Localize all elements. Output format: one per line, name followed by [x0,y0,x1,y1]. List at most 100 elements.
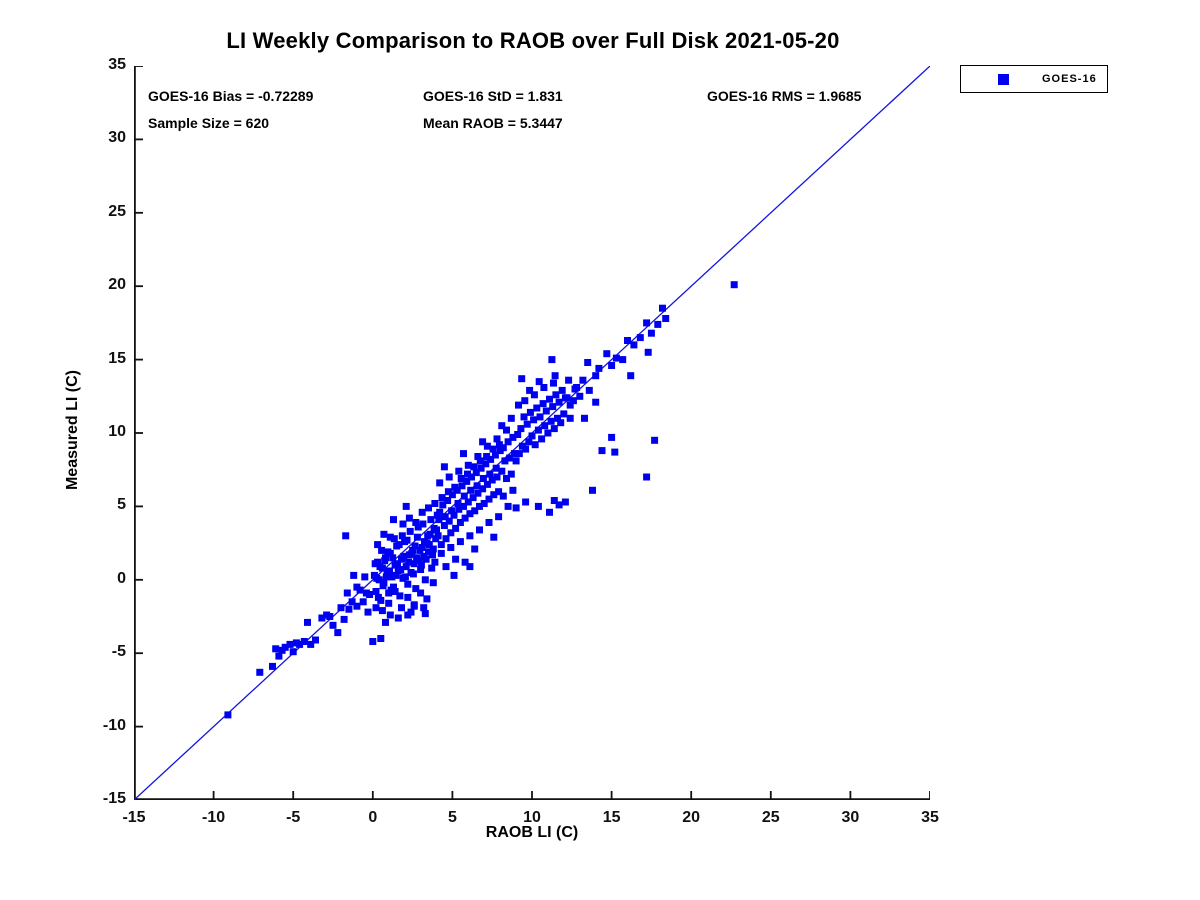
data-point [307,640,315,648]
data-point [373,574,381,582]
data-point [395,541,403,549]
data-point [541,422,549,430]
data-point [286,640,294,648]
data-point [441,513,449,521]
data-point [534,502,542,510]
data-point [386,611,394,619]
data-point [407,608,415,616]
data-point [379,582,387,590]
data-point [504,502,512,510]
data-point [483,453,491,460]
data-point [659,304,666,312]
data-point [535,378,543,386]
data-point [401,573,409,581]
stat-rms: GOES-16 RMS = 1.9685 [707,88,862,104]
data-point [517,425,525,433]
data-point [381,557,389,565]
data-point [611,448,619,456]
data-point [428,564,436,572]
data-point [636,334,644,342]
data-point [400,552,408,560]
data-point [643,473,651,481]
data-point [515,401,522,409]
data-point [569,397,577,405]
data-point [372,604,380,612]
data-point [499,444,507,452]
data-point [447,544,455,551]
data-point [398,532,406,540]
data-point [518,375,526,383]
data-point [402,502,410,510]
data-point [345,605,353,613]
data-point [450,511,458,519]
data-point [503,426,510,434]
x-tick-label: -15 [122,809,146,826]
data-point [474,489,482,497]
y-tick-label: 5 [117,496,126,514]
data-point [603,350,611,358]
data-point [492,464,500,472]
data-point [409,570,417,578]
data-point [406,527,414,535]
data-point [421,610,429,618]
data-point [506,454,514,462]
x-tick-label: -10 [202,809,226,826]
data-point [576,392,584,400]
data-point [730,281,738,289]
y-axis-label: Measured LI (C) [64,370,81,491]
data-point [392,571,400,579]
data-point [521,397,529,405]
data-point [476,526,483,534]
data-point [300,638,308,645]
data-point [548,356,556,364]
data-point [348,598,356,606]
data-point [450,571,458,579]
data-point [493,473,501,481]
data-point [546,395,553,403]
x-tick-label: 25 [761,809,780,826]
data-point [473,482,481,490]
data-point [495,488,503,496]
data-point [476,502,483,510]
data-point [410,560,418,568]
data-point [468,473,475,481]
data-point [514,431,522,438]
data-point [619,356,627,364]
data-point [644,348,652,356]
data-point [429,545,437,553]
data-point [566,401,574,409]
x-tick-label: 10 [523,809,541,826]
data-point [643,319,651,327]
legend-label: GOES-16 [1042,73,1097,85]
x-tick-label: 0 [368,809,378,826]
data-point [608,362,616,369]
data-point [627,372,635,380]
data-point [224,711,232,719]
data-point [436,479,444,487]
data-point [554,414,561,422]
data-point [522,445,530,453]
data-point [565,376,573,384]
data-point [412,585,420,593]
y-tick-label: 35 [108,56,126,73]
data-point [455,505,463,513]
data-point [425,504,432,512]
y-tick-label: 20 [108,276,126,294]
data-point [466,532,474,540]
data-point [424,532,432,540]
data-point [390,535,398,543]
stat-mean-raob: Mean RAOB = 5.3447 [423,115,563,131]
data-point [479,475,487,482]
y-tick-label: 15 [108,349,126,367]
data-point [495,513,503,521]
data-point [460,450,467,458]
data-point [397,566,405,573]
data-point [542,407,550,415]
data-point [558,386,566,394]
data-point [437,549,445,557]
data-point [490,533,498,541]
data-point [387,586,395,594]
data-point [561,394,569,402]
data-point [471,545,479,553]
data-point [538,435,546,443]
